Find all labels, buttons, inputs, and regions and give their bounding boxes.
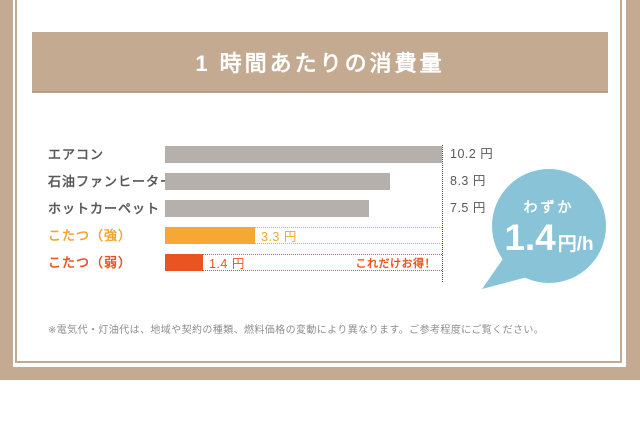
row-label: ホットカーペット [48, 201, 161, 216]
row-label: エアコン [48, 147, 105, 162]
row-value: 3.3 円 [261, 230, 297, 244]
max-reference-dotted-line [442, 145, 443, 282]
card-frame-inner-line [15, 0, 622, 363]
bubble-lead-text: わずか [523, 198, 575, 215]
card-frame-bottom [0, 367, 640, 380]
bar [165, 227, 255, 244]
savings-note: これだけお得！ [355, 257, 436, 270]
bar [165, 254, 203, 271]
row-label: こたつ（強） [48, 228, 133, 243]
savings-dotted-box: 1.4 円 これだけお得！ [203, 254, 442, 271]
savings-dotted-box: 3.3 円 [255, 227, 442, 244]
bubble-unit: 円/h [557, 233, 594, 255]
row-label: こたつ（弱） [48, 255, 133, 270]
chart-row-aircon: エアコン 10.2 円 [0, 146, 640, 163]
bar [165, 146, 442, 163]
bar [165, 173, 390, 190]
price-callout-bubble: わずか 1.4 円/h [478, 166, 610, 302]
disclaimer-note: ※電気代・灯油代は、地域や契約の種類、燃料価格の変動により異なります。ご参考程度… [48, 325, 545, 336]
row-value: 8.3 円 [450, 174, 486, 188]
bubble-value-line: 1.4 円/h [504, 219, 593, 256]
card-frame-left [0, 0, 13, 380]
card-frame-right [626, 0, 640, 380]
bubble-circle: わずか 1.4 円/h [492, 169, 606, 283]
row-value: 1.4 円 [209, 257, 245, 271]
row-value: 7.5 円 [450, 201, 486, 215]
bar [165, 200, 369, 217]
chart-row-oil-heater: 石油ファンヒーター 8.3 円 [0, 173, 640, 190]
row-value: 10.2 円 [450, 147, 494, 161]
chart-row-kotatsu-weak: こたつ（弱） 1.4 円 これだけお得！ [0, 254, 640, 271]
row-label: 石油ファンヒーター [48, 174, 175, 189]
bubble-value: 1.4 [504, 216, 556, 258]
chart-title: 1 時間あたりの消費量 [195, 50, 445, 76]
chart-row-kotatsu-strong: こたつ（強） 3.3 円 [0, 227, 640, 244]
chart-row-hot-carpet: ホットカーペット 7.5 円 [0, 200, 640, 217]
chart-title-bar: 1 時間あたりの消費量 [32, 32, 608, 93]
bubble-tail-icon [482, 256, 535, 289]
